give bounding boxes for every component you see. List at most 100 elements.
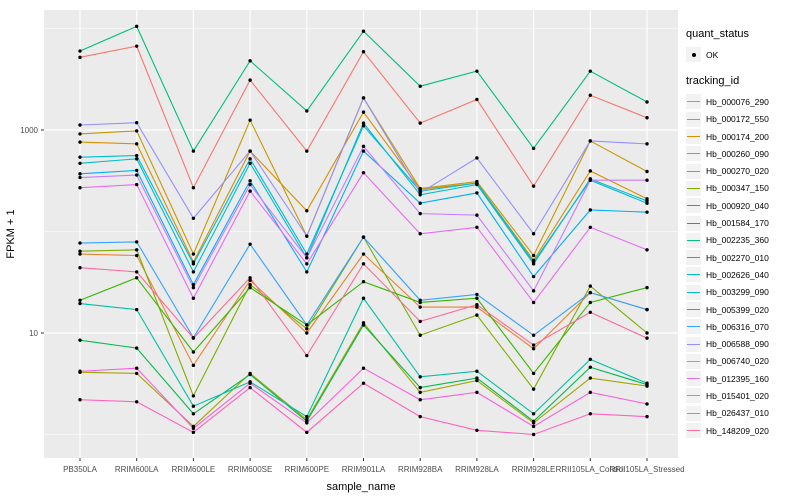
legend-item-label: Hb_015401_020 <box>706 390 769 401</box>
data-point <box>475 213 479 217</box>
data-point <box>78 301 82 306</box>
data-point <box>248 385 252 390</box>
data-point <box>191 216 196 220</box>
data-point <box>418 186 422 191</box>
data-point <box>78 175 82 180</box>
data-point <box>135 270 139 274</box>
legend-item: Hb_026437_010 <box>686 405 798 422</box>
line-swatch-icon <box>687 343 700 345</box>
legend-item: Hb_001584_170 <box>686 214 798 231</box>
x-tick-label: RRIM600LE <box>172 465 216 474</box>
data-point <box>78 398 82 402</box>
data-point <box>531 300 536 305</box>
data-point <box>191 285 196 290</box>
data-point <box>645 414 649 419</box>
data-point <box>191 252 196 256</box>
data-point <box>305 252 309 256</box>
data-point <box>135 253 139 258</box>
legend-key-line <box>686 215 701 231</box>
data-point <box>78 172 82 176</box>
data-point <box>531 184 536 188</box>
line-swatch-icon <box>687 118 700 120</box>
data-point <box>418 385 422 390</box>
data-point <box>305 331 309 335</box>
data-point <box>418 333 422 337</box>
line-swatch-icon <box>687 239 700 241</box>
x-tick-label: RRIM928BA <box>398 465 443 474</box>
data-point <box>305 430 309 435</box>
data-point <box>78 55 82 60</box>
legend-item: Hb_005399_020 <box>686 301 798 318</box>
data-point <box>248 189 252 193</box>
legend-item: Hb_000920_040 <box>686 197 798 214</box>
legend-key-line <box>686 353 701 369</box>
data-point <box>191 336 196 340</box>
legend-item-label: Hb_012395_160 <box>706 373 769 384</box>
x-axis-title: sample_name <box>326 481 395 493</box>
data-point <box>475 305 479 309</box>
data-point <box>135 366 139 370</box>
data-point <box>78 298 82 302</box>
legend-item-label: Hb_006316_070 <box>706 321 769 332</box>
data-point <box>361 170 366 175</box>
legend-item: Hb_002270_010 <box>686 249 798 266</box>
data-point <box>418 232 422 236</box>
legend-item-label: Hb_001584_170 <box>706 218 769 229</box>
legend-item-label: Hb_005399_020 <box>706 304 769 315</box>
data-point <box>645 381 649 385</box>
data-point <box>305 353 309 358</box>
legend-item-label: OK <box>706 49 719 60</box>
data-point <box>588 310 592 314</box>
line-swatch-icon <box>687 101 700 103</box>
legend-item: Hb_000076_290 <box>686 93 798 110</box>
data-point <box>191 426 196 431</box>
line-swatch-icon <box>687 136 700 138</box>
data-point <box>78 369 82 373</box>
line-swatch-icon <box>687 309 700 310</box>
line-swatch-icon <box>687 274 700 276</box>
legend-item: Hb_006740_020 <box>686 353 798 370</box>
data-point <box>135 248 139 252</box>
data-point <box>645 178 649 182</box>
data-point <box>305 421 309 425</box>
legend-key-point <box>686 47 701 63</box>
data-point <box>418 390 422 395</box>
data-point <box>475 378 479 383</box>
data-point <box>78 49 82 53</box>
data-point <box>135 24 139 29</box>
line-swatch-icon <box>687 430 700 432</box>
data-point <box>588 412 592 416</box>
data-point <box>645 331 649 335</box>
data-point <box>531 146 536 151</box>
legend-item-label: Hb_006588_090 <box>706 339 769 350</box>
legend-item-ok: OK <box>686 46 798 63</box>
data-point <box>588 93 592 97</box>
data-point <box>588 208 592 212</box>
data-point <box>645 100 649 104</box>
data-point <box>135 121 139 125</box>
data-point <box>361 96 366 100</box>
line-swatch-icon <box>687 360 700 362</box>
legend-item-label: Hb_000172_550 <box>706 114 769 125</box>
data-point <box>418 191 422 195</box>
data-point <box>305 262 309 266</box>
data-point <box>191 270 196 274</box>
data-point <box>191 262 196 266</box>
data-point <box>305 327 309 331</box>
legend-item-label: Hb_002235_360 <box>706 235 769 246</box>
line-swatch-icon <box>687 412 700 414</box>
line-swatch-icon <box>687 326 700 328</box>
data-point <box>135 157 139 161</box>
data-point <box>191 430 196 435</box>
legend-item-label: Hb_006740_020 <box>706 356 769 367</box>
data-point <box>361 366 366 370</box>
data-point <box>248 278 252 283</box>
data-point <box>588 390 592 395</box>
legend-key-line <box>686 198 701 214</box>
legend-item: Hb_002626_040 <box>686 266 798 283</box>
data-point <box>475 181 479 185</box>
data-point <box>645 402 649 406</box>
y-tick-label: 10 <box>29 329 38 338</box>
data-point <box>361 252 366 256</box>
data-point <box>78 338 82 342</box>
